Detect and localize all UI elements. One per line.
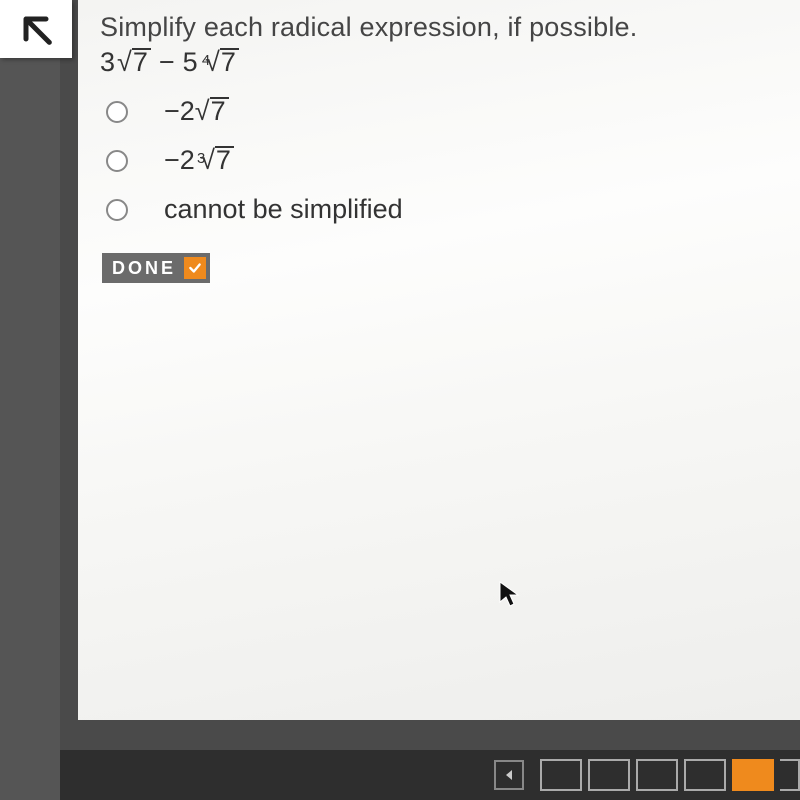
progress-box[interactable] [780,759,800,791]
term1-coef: 3 [100,47,115,78]
arrow-up-left-icon [16,9,56,49]
triangle-left-icon [503,769,515,781]
back-nav-box[interactable] [0,0,72,58]
term1-sqrt: √7 [117,47,151,78]
mouse-cursor-icon [498,580,520,613]
progress-box[interactable] [540,759,582,791]
done-check-box [184,257,206,279]
progress-box[interactable] [588,759,630,791]
app-frame: Simplify each radical expression, if pos… [0,0,800,800]
question-expression: 3 √7 − 5 4√7 [100,47,770,78]
option-label: −2 3√7 [164,145,234,176]
radio-icon[interactable] [106,150,128,172]
progress-box[interactable] [636,759,678,791]
radio-icon[interactable] [106,101,128,123]
term2-sqrt: 4√7 [200,47,239,78]
radio-icon[interactable] [106,199,128,221]
question-prompt: Simplify each radical expression, if pos… [100,12,770,43]
option-label: cannot be simplified [164,194,403,225]
option-label: −2 √7 [164,96,229,127]
done-label: DONE [112,258,176,279]
options-group: −2 √7 −2 3√7 cannot be simplified [100,96,770,225]
left-sidebar [0,0,60,800]
progress-box-current[interactable] [732,759,774,791]
option-row[interactable]: −2 3√7 [106,145,770,176]
progress-box[interactable] [684,759,726,791]
option-row[interactable]: −2 √7 [106,96,770,127]
check-icon [188,261,202,275]
bottom-bar [60,750,800,800]
option-row[interactable]: cannot be simplified [106,194,770,225]
done-button[interactable]: DONE [102,253,210,283]
question-panel: Simplify each radical expression, if pos… [78,0,800,720]
operator: − [159,47,175,78]
prev-button[interactable] [494,760,524,790]
term2-coef: 5 [183,47,198,78]
